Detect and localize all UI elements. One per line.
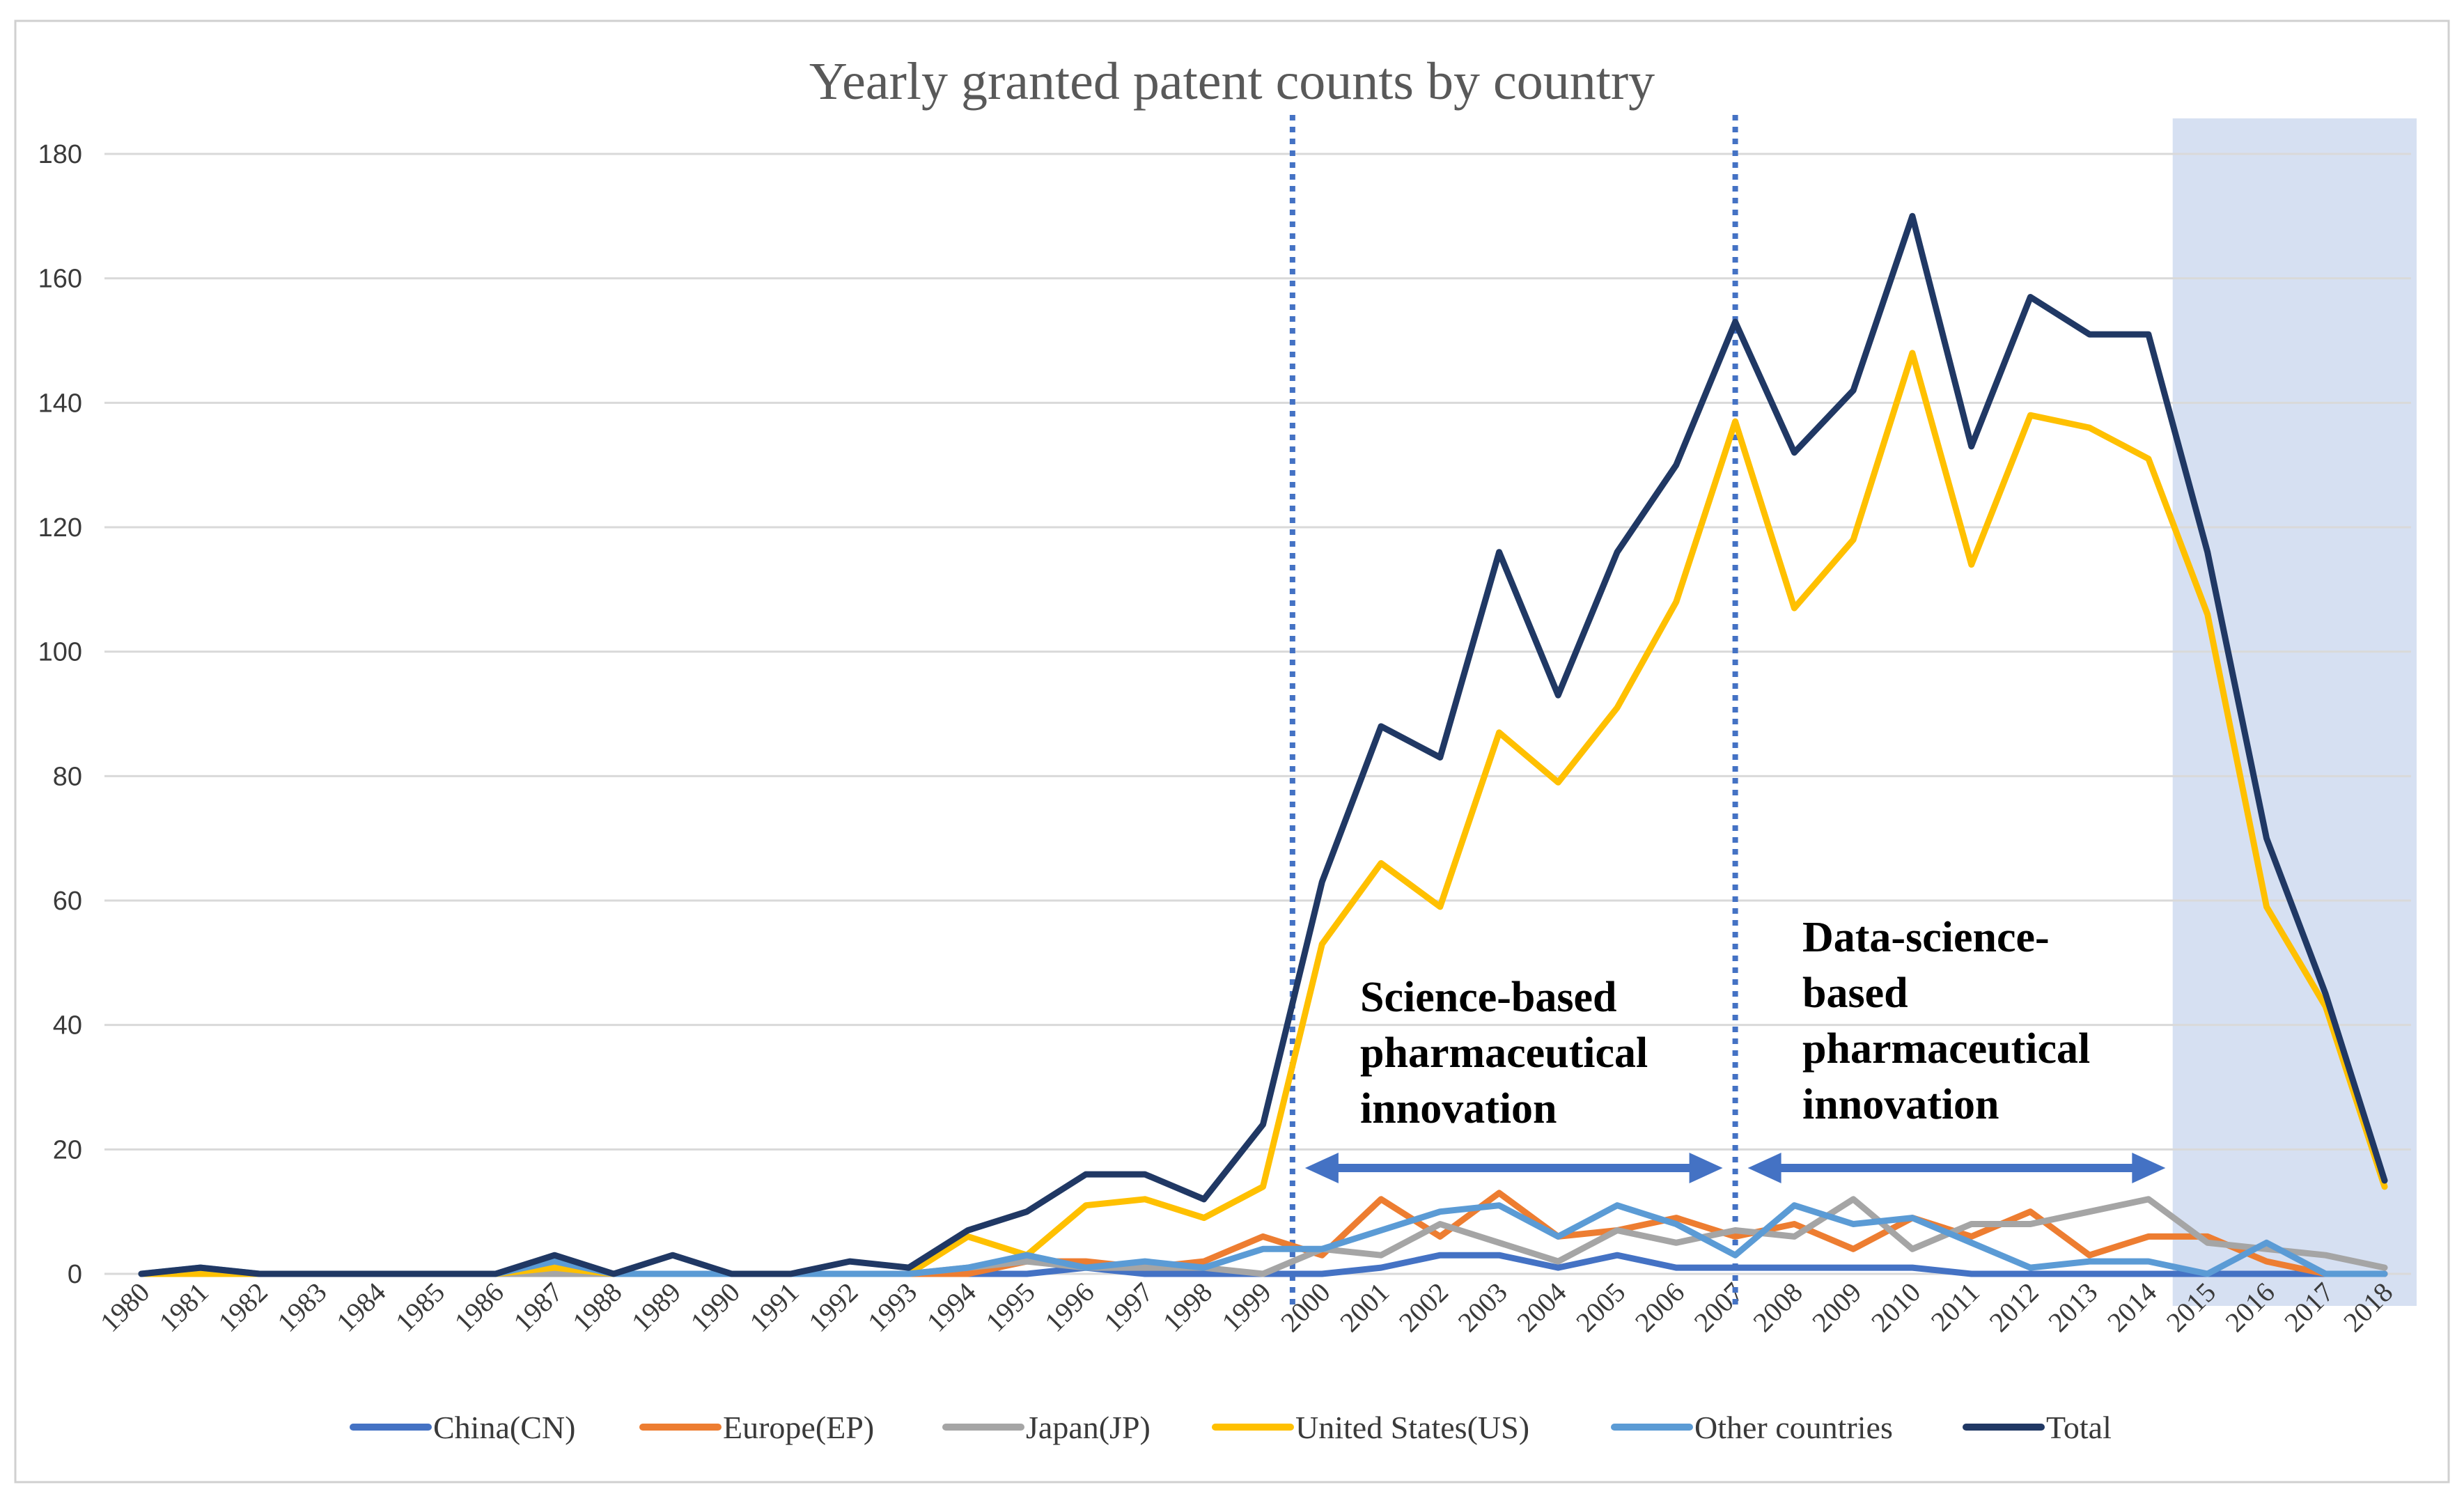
arrow-head-left	[1747, 1153, 1781, 1183]
legend-item: United States(US)	[1212, 1410, 1529, 1445]
period-arrow	[1747, 1153, 2166, 1183]
legend-item: Total	[1963, 1410, 2112, 1445]
annotation-text-line: innovation	[1802, 1081, 1999, 1128]
period-divider-lines	[1289, 115, 1738, 1306]
annotation-text-line: pharmaceutical	[1360, 1029, 1648, 1077]
legend-label: Japan(JP)	[1026, 1410, 1151, 1445]
legend: China(CN) Europe(EP) Japan(JP) United State…	[350, 1410, 2112, 1445]
y-tick-label: 60	[53, 887, 82, 916]
arrow-head-right	[1689, 1153, 1723, 1183]
chart-border	[14, 20, 2450, 1483]
shade-layer	[2172, 118, 2417, 1306]
y-tick-label: 0	[68, 1260, 82, 1289]
annotation-text-line: Science-based	[1360, 974, 1617, 1021]
legend-label: China(CN)	[433, 1410, 575, 1445]
chart-title: Yearly granted patent counts by country	[809, 52, 1655, 111]
annotation-layer: Science-based pharmaceutical innovation Dat…	[1304, 914, 2166, 1183]
arrow-head-left	[1304, 1153, 1339, 1183]
arrow-head-right	[2132, 1153, 2166, 1183]
y-tick-label: 160	[38, 265, 82, 294]
forecast-shaded-region	[2172, 118, 2417, 1306]
series-line-total	[138, 212, 2388, 1277]
legend-label: Other countries	[1694, 1410, 1893, 1445]
y-axis-ticks: 0 20 40 60 80 100 120 140 160 180	[38, 140, 82, 1289]
legend-item: Europe(EP)	[639, 1410, 874, 1445]
y-tick-label: 120	[38, 513, 82, 543]
series-layer	[138, 212, 2388, 1277]
annotation-text-line: based	[1802, 969, 1908, 1017]
period-arrow	[1304, 1153, 1723, 1183]
y-tick-label: 100	[38, 638, 82, 667]
legend-item: China(CN)	[350, 1410, 575, 1445]
legend-label: United States(US)	[1295, 1410, 1529, 1445]
annotation-text-line: innovation	[1360, 1085, 1557, 1132]
y-tick-label: 80	[53, 762, 82, 791]
y-tick-label: 140	[38, 389, 82, 418]
legend-label: Europe(EP)	[723, 1410, 874, 1445]
legend-label: Total	[2046, 1410, 2112, 1445]
y-tick-label: 180	[38, 140, 82, 169]
y-tick-label: 20	[53, 1135, 82, 1165]
legend-item: Japan(JP)	[942, 1410, 1151, 1445]
annotation-text-line: Data-science-	[1802, 914, 2050, 961]
annotation-text-line: pharmaceutical	[1802, 1025, 2090, 1073]
legend-item: Other countries	[1611, 1410, 1893, 1445]
y-tick-label: 40	[53, 1011, 82, 1041]
